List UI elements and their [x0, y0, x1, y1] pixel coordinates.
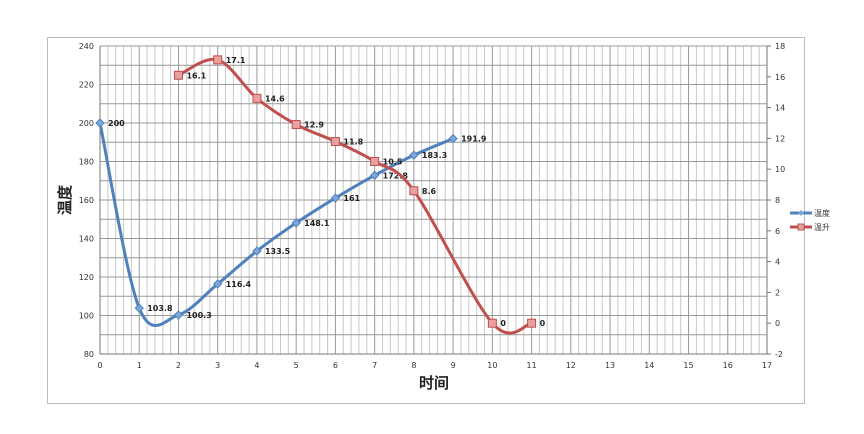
- data-point: [370, 157, 380, 166]
- y-tick-label: 240: [79, 42, 94, 51]
- y-tick-label: 100: [79, 312, 94, 321]
- x-tick-label: 9: [451, 361, 456, 370]
- data-label: 100.3: [186, 311, 211, 320]
- data-point: [173, 70, 183, 80]
- y-tick-label: 120: [79, 273, 94, 282]
- y2-tick-label: -2: [775, 350, 783, 359]
- legend-marker: [797, 223, 805, 231]
- y2-tick-label: 0: [775, 319, 780, 328]
- series-line-1: [177, 57, 533, 335]
- data-point: [95, 118, 105, 128]
- y2-tick-label: 10: [775, 165, 785, 174]
- series-line-0: [98, 122, 454, 327]
- x-tick-label: 4: [254, 361, 259, 370]
- y2-tick-label: 8: [775, 196, 780, 205]
- x-tick-label: 11: [526, 361, 536, 370]
- x-tick-label: 16: [723, 361, 733, 370]
- data-label: 133.5: [265, 247, 291, 256]
- y-tick-label: 160: [79, 196, 94, 205]
- data-point: [173, 310, 184, 320]
- data-label: 11.8: [343, 137, 363, 146]
- x-tick-label: 6: [333, 361, 338, 370]
- data-point: [134, 303, 144, 313]
- x-tick-label: 14: [644, 361, 654, 370]
- y2-tick-label: 14: [775, 104, 785, 113]
- y-tick-label: 220: [79, 81, 94, 90]
- data-point: [291, 120, 301, 130]
- data-label: 17.1: [226, 56, 246, 65]
- x-tick-label: 7: [372, 361, 377, 370]
- data-point: [369, 170, 380, 181]
- data-point: [213, 55, 223, 65]
- data-point: [291, 218, 301, 228]
- x-tick-label: 3: [215, 361, 220, 370]
- y2-tick-label: 12: [775, 134, 785, 143]
- data-label: 16.1: [186, 71, 206, 80]
- data-label: 0: [500, 319, 506, 328]
- legend-marker: [798, 210, 804, 216]
- data-point: [527, 318, 537, 328]
- legend-label: 温升: [814, 223, 830, 232]
- data-label: 161: [343, 194, 360, 203]
- x-tick-label: 13: [605, 361, 615, 370]
- y2-tick-label: 4: [775, 258, 780, 267]
- data-label: 191.9: [461, 135, 487, 144]
- y2-tick-label: 16: [775, 73, 785, 82]
- data-point: [409, 150, 419, 160]
- chart-frame: [47, 37, 805, 404]
- data-point: [487, 318, 497, 328]
- y2-tick-label: 6: [775, 227, 780, 236]
- y-axis-title: 温度: [56, 184, 74, 215]
- data-label: 103.8: [147, 304, 173, 313]
- x-tick-label: 12: [566, 361, 576, 370]
- data-point: [330, 136, 340, 146]
- x-tick-label: 2: [176, 361, 181, 370]
- x-tick-label: 8: [411, 361, 416, 370]
- y-tick-label: 80: [84, 350, 94, 359]
- y-tick-label: 200: [79, 119, 94, 128]
- legend-label: 温度: [814, 208, 830, 218]
- data-label: 172.8: [383, 171, 409, 180]
- data-label: 183.3: [422, 151, 447, 160]
- x-axis-title: 时间: [419, 374, 449, 392]
- data-label: 0: [540, 319, 546, 328]
- data-label: 14.6: [265, 94, 285, 103]
- data-point: [212, 279, 223, 289]
- data-label: 10.5: [383, 158, 403, 167]
- data-point: [252, 246, 262, 256]
- y-tick-label: 140: [79, 235, 94, 244]
- y2-tick-label: 18: [775, 42, 785, 51]
- data-point: [330, 193, 341, 203]
- data-point: [409, 186, 419, 196]
- x-tick-label: 0: [97, 361, 102, 370]
- data-label: 148.1: [304, 219, 330, 228]
- data-point: [252, 93, 262, 103]
- y-tick-label: 180: [79, 158, 94, 167]
- data-label: 200: [108, 119, 125, 128]
- x-tick-label: 17: [762, 361, 772, 370]
- x-tick-label: 5: [294, 361, 299, 370]
- data-label: 116.4: [226, 280, 252, 289]
- x-tick-label: 1: [137, 361, 142, 370]
- y2-tick-label: 2: [775, 288, 780, 297]
- data-label: 12.9: [304, 121, 324, 130]
- x-tick-label: 15: [683, 361, 693, 370]
- data-point: [448, 133, 458, 144]
- data-label: 8.6: [422, 187, 437, 196]
- x-tick-label: 10: [487, 361, 497, 370]
